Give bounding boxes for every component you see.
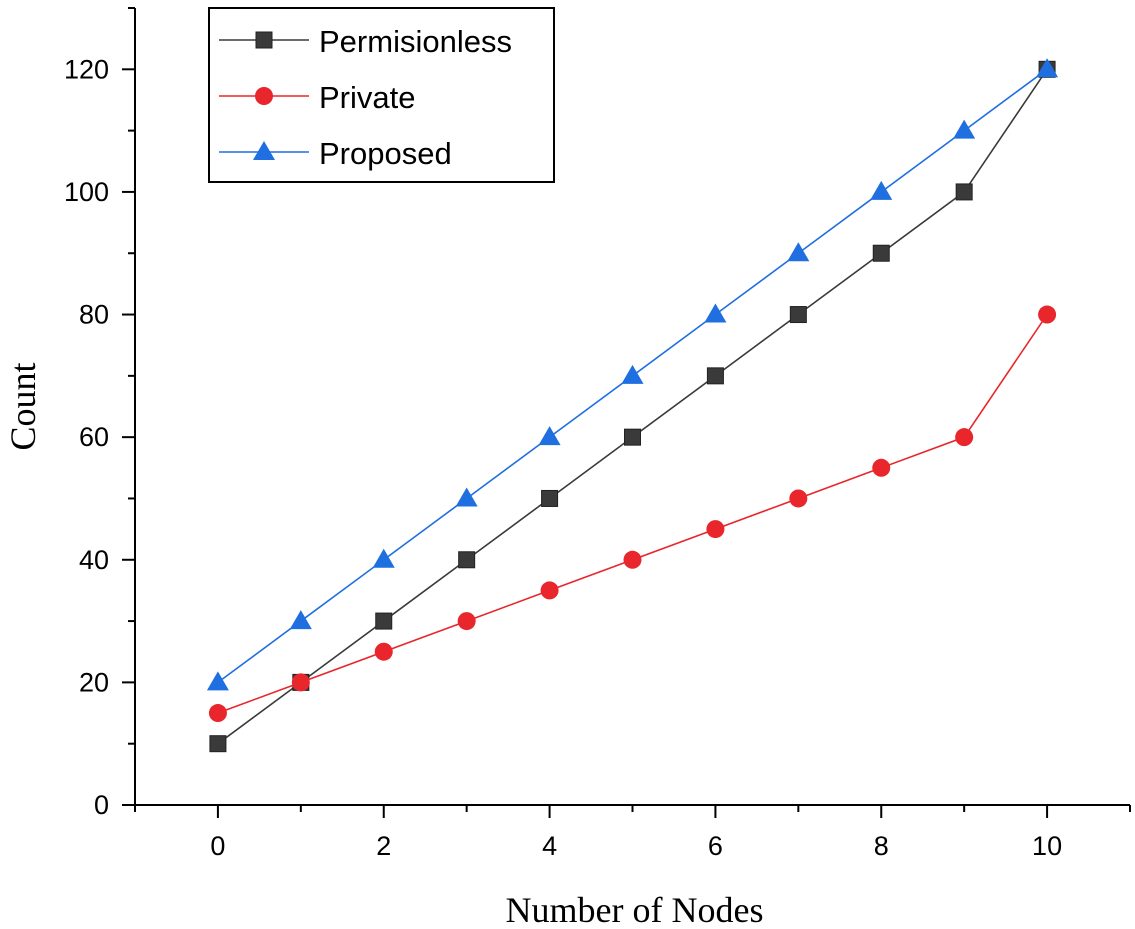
data-point: [1038, 305, 1057, 324]
data-point: [872, 244, 890, 262]
y-tick-label: 60: [79, 422, 109, 452]
series-private: [208, 305, 1057, 723]
x-tick-label: 4: [542, 831, 557, 861]
legend-marker: [253, 141, 275, 160]
legend-item: Private: [219, 80, 415, 115]
y-tick-label: 0: [94, 790, 109, 820]
data-point: [538, 426, 561, 446]
y-axis-title: Count: [3, 362, 43, 450]
data-point: [623, 550, 642, 569]
data-point: [541, 489, 559, 507]
data-point: [372, 548, 395, 568]
data-point: [955, 428, 974, 447]
data-point: [706, 520, 725, 539]
data-point: [1036, 58, 1059, 78]
legend-marker: [255, 87, 273, 105]
legend-label: Private: [319, 80, 415, 115]
data-point: [706, 367, 724, 385]
data-point: [621, 364, 644, 384]
data-point: [870, 180, 893, 200]
y-tick-label: 100: [64, 177, 109, 207]
data-point: [209, 735, 227, 753]
legend-label: Permisionless: [319, 24, 512, 59]
data-point: [457, 612, 476, 631]
data-point: [789, 306, 807, 324]
data-point: [789, 489, 808, 508]
x-tick-label: 8: [874, 831, 889, 861]
y-tick-label: 120: [64, 54, 109, 84]
x-axis-title: Number of Nodes: [506, 890, 764, 929]
data-point: [455, 487, 478, 507]
data-point: [374, 642, 393, 661]
x-tick-label: 2: [376, 831, 391, 861]
x-tick-label: 10: [1032, 831, 1062, 861]
x-ticks: 0 2 4 6 8 10: [134, 805, 1131, 861]
data-point: [787, 242, 810, 262]
data-point: [872, 458, 891, 477]
data-point: [540, 581, 559, 600]
data-point: [291, 673, 310, 692]
series-proposed: [206, 58, 1059, 691]
legend-marker: [255, 31, 273, 49]
y-tick-label: 80: [79, 300, 109, 330]
data-point: [375, 612, 393, 630]
data-point: [624, 428, 641, 446]
data-point: [206, 671, 229, 691]
legend-item: Permisionless: [219, 24, 512, 59]
x-tick-label: 0: [210, 831, 225, 861]
legend: Permisionless Private Proposed: [208, 7, 555, 183]
x-tick-label: 6: [708, 831, 723, 861]
data-point: [955, 183, 973, 201]
data-point: [953, 119, 976, 139]
y-tick-label: 40: [79, 545, 109, 575]
series-layer: [206, 58, 1059, 753]
y-tick-label: 20: [79, 667, 109, 697]
y-ticks: 0 20 40 60 80 100 120: [64, 7, 135, 820]
data-point: [458, 551, 476, 569]
legend-label: Proposed: [319, 136, 452, 171]
data-point: [289, 610, 312, 630]
legend-item: Proposed: [219, 136, 452, 171]
data-point: [208, 704, 227, 723]
data-point: [704, 303, 727, 323]
